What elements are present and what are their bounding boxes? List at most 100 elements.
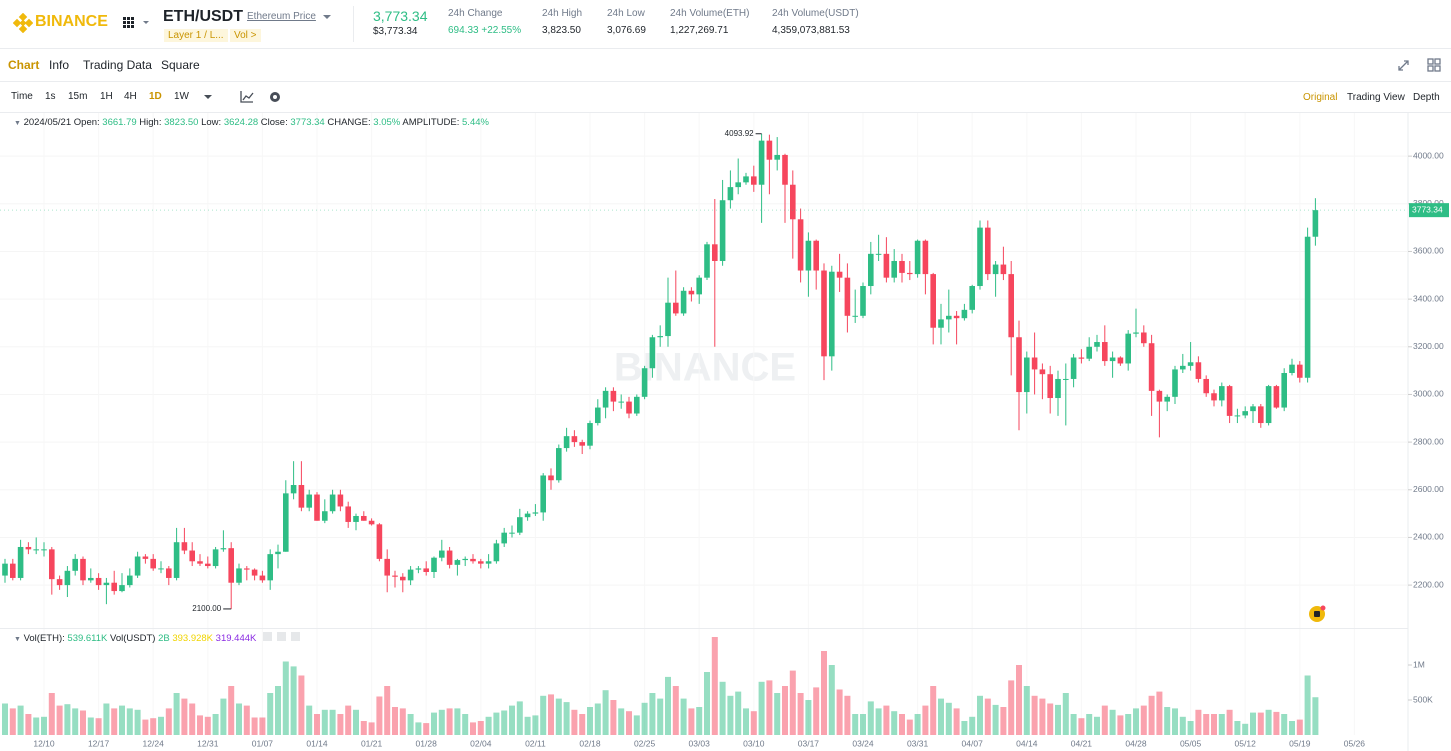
volume-bar xyxy=(992,704,999,735)
volume-bar xyxy=(1023,686,1030,735)
volume-bar xyxy=(1055,704,1061,735)
volume-bar xyxy=(649,693,656,735)
x-tick-label: 04/28 xyxy=(1125,738,1147,748)
legend-value: 3661.79 xyxy=(102,117,137,128)
assistant-icon[interactable] xyxy=(1308,605,1326,623)
candle-body xyxy=(400,576,406,581)
volume-bar xyxy=(1304,675,1311,735)
candle-body xyxy=(899,260,905,273)
tag[interactable]: Layer 1 / L... xyxy=(164,29,228,42)
volume-bar xyxy=(524,716,531,735)
candle-body xyxy=(782,154,788,185)
last-price-tag xyxy=(1409,203,1449,218)
divider xyxy=(0,81,1451,82)
candle-body xyxy=(470,558,476,562)
interval[interactable]: 15m xyxy=(68,91,88,102)
candle-body xyxy=(1172,369,1178,397)
interval[interactable]: 1H xyxy=(100,91,113,102)
volume-bar xyxy=(1273,711,1280,735)
volume-bar xyxy=(33,717,40,735)
panel-icons[interactable] xyxy=(1396,57,1451,73)
toolbar-icons[interactable] xyxy=(202,89,292,105)
volume-bar xyxy=(821,651,827,735)
volume-bar xyxy=(197,715,203,735)
volume-bar xyxy=(353,709,359,735)
candle-body xyxy=(244,568,250,570)
candle-body xyxy=(509,532,515,534)
candle-body xyxy=(961,309,968,319)
volume-bar xyxy=(165,708,172,735)
candle-body xyxy=(1109,357,1116,362)
tab[interactable]: Chart xyxy=(8,58,40,72)
volume-bar xyxy=(236,703,242,735)
volume-bar xyxy=(87,717,94,735)
legend-label: AMPLITUDE: xyxy=(402,117,460,128)
price-link[interactable]: Ethereum Price xyxy=(247,11,316,22)
volume-bar xyxy=(797,693,804,735)
view-option[interactable]: Original xyxy=(1303,92,1338,103)
tag[interactable]: Vol > xyxy=(230,29,261,42)
volume-bar xyxy=(1101,705,1108,735)
volume-bar xyxy=(1289,721,1295,735)
candle-body xyxy=(696,277,702,295)
volume-bar xyxy=(704,672,710,735)
candle-body xyxy=(25,546,32,550)
interval[interactable]: 1W xyxy=(174,91,189,102)
candle-body xyxy=(829,271,835,357)
volume-bar xyxy=(431,712,437,735)
candle-body xyxy=(462,558,468,561)
stat-value: 3,076.69 xyxy=(607,25,646,36)
candle-body xyxy=(251,569,258,576)
candle-body xyxy=(415,568,422,570)
volume-bar xyxy=(360,721,367,735)
volume-bar xyxy=(836,689,843,735)
interval[interactable]: 4H xyxy=(124,91,137,102)
view-option[interactable]: Depth xyxy=(1413,92,1440,103)
tab[interactable]: Square xyxy=(161,58,200,72)
candle-body xyxy=(751,176,757,185)
logo[interactable]: BINANCE xyxy=(35,13,108,30)
candle-body xyxy=(665,302,671,337)
volume-bar xyxy=(298,675,305,735)
candle-body xyxy=(774,154,780,160)
candle-body xyxy=(236,568,242,583)
pair[interactable]: ETH/USDT xyxy=(163,8,243,25)
volume-bar xyxy=(204,716,211,735)
apps-icon[interactable] xyxy=(122,16,152,30)
high-annotation: 4093.92 xyxy=(725,129,754,138)
candle-body xyxy=(290,485,297,494)
view-option[interactable]: Trading View xyxy=(1347,92,1405,103)
tab[interactable]: Trading Data xyxy=(83,58,152,72)
volume-bar xyxy=(1039,698,1046,735)
volume-bar xyxy=(48,693,55,735)
candle-body xyxy=(103,582,110,586)
interval[interactable]: Time xyxy=(11,91,33,102)
volume-bar xyxy=(891,711,898,735)
volume-bar xyxy=(509,705,515,735)
x-tick-label: 03/24 xyxy=(852,738,874,748)
volume-bar xyxy=(750,711,757,735)
interval[interactable]: 1s xyxy=(45,91,56,102)
volume-bar xyxy=(1062,693,1069,735)
candle-body xyxy=(181,542,188,551)
volume-bar xyxy=(134,709,141,735)
dropdown-caret[interactable] xyxy=(322,12,332,22)
candle-body xyxy=(95,577,102,586)
candle-body xyxy=(446,550,453,565)
candle-body xyxy=(283,493,289,552)
candle-body xyxy=(1164,396,1170,402)
interval[interactable]: 1D xyxy=(149,91,162,102)
legend-label: High: xyxy=(139,117,162,128)
legend-value: 3773.34 xyxy=(290,117,325,128)
volume-bar xyxy=(555,698,562,735)
x-tick-label: 01/14 xyxy=(306,738,328,748)
y-tick-label: 3800.00 xyxy=(1413,198,1444,208)
candle-body xyxy=(641,368,648,397)
legend-label: CHANGE: xyxy=(327,117,371,128)
volume-bar xyxy=(626,711,632,735)
volume-bar xyxy=(1070,714,1077,735)
tab[interactable]: Info xyxy=(49,58,70,72)
watermark: BINANCE xyxy=(614,346,796,390)
legend-value: 393.928K xyxy=(172,633,214,644)
candle-body xyxy=(1102,342,1108,362)
